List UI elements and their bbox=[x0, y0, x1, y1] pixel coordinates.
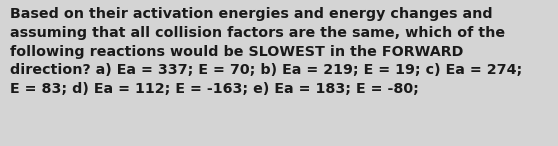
Text: Based on their activation energies and energy changes and
assuming that all coll: Based on their activation energies and e… bbox=[10, 7, 522, 96]
